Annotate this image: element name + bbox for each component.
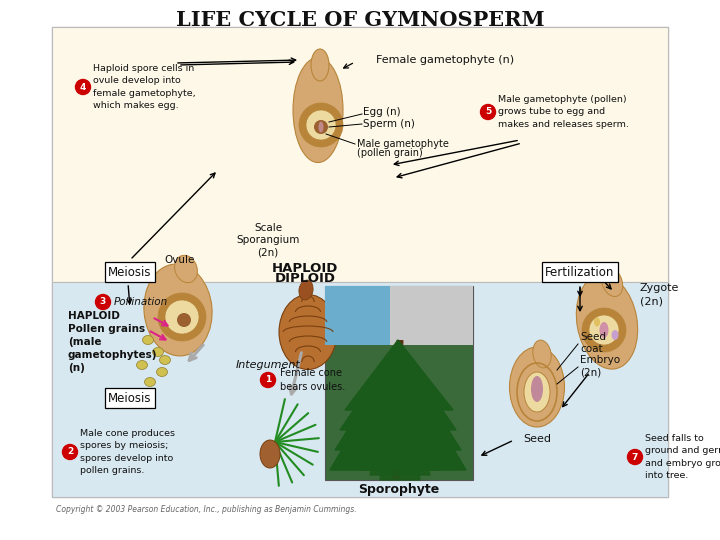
Circle shape xyxy=(261,373,276,388)
Ellipse shape xyxy=(533,340,552,368)
Text: Copyright © 2003 Pearson Education, Inc., publishing as Benjamin Cummings.: Copyright © 2003 Pearson Education, Inc.… xyxy=(56,505,356,515)
Text: Integument: Integument xyxy=(235,360,300,370)
Ellipse shape xyxy=(160,355,171,364)
Circle shape xyxy=(299,103,343,147)
Ellipse shape xyxy=(143,335,153,345)
Polygon shape xyxy=(340,345,456,430)
FancyBboxPatch shape xyxy=(325,286,473,480)
Ellipse shape xyxy=(531,376,543,402)
Text: Sperm (n): Sperm (n) xyxy=(363,119,415,129)
Text: 3: 3 xyxy=(100,298,106,307)
Ellipse shape xyxy=(594,318,600,327)
Text: Embryo
(2n): Embryo (2n) xyxy=(580,355,620,377)
Circle shape xyxy=(306,110,336,140)
Ellipse shape xyxy=(137,361,148,369)
Circle shape xyxy=(158,293,206,341)
Ellipse shape xyxy=(510,347,564,427)
Ellipse shape xyxy=(279,294,337,369)
Text: Meiosis: Meiosis xyxy=(108,266,152,279)
Text: 4: 4 xyxy=(80,83,86,91)
Ellipse shape xyxy=(318,122,323,132)
Text: Ovule: Ovule xyxy=(165,255,195,265)
Text: DIPLOID: DIPLOID xyxy=(274,273,336,286)
Circle shape xyxy=(582,308,626,352)
Text: Female gametophyte (n): Female gametophyte (n) xyxy=(376,55,514,65)
Text: Fertilization: Fertilization xyxy=(545,266,615,279)
Text: 1: 1 xyxy=(265,375,271,384)
Ellipse shape xyxy=(600,322,608,338)
Polygon shape xyxy=(350,360,450,465)
Text: LIFE CYCLE OF GYMNOSPERM: LIFE CYCLE OF GYMNOSPERM xyxy=(176,10,544,30)
Ellipse shape xyxy=(601,267,623,296)
Text: Seed: Seed xyxy=(523,434,551,444)
Ellipse shape xyxy=(293,57,343,163)
Polygon shape xyxy=(380,345,420,480)
Text: Haploid spore cells in
ovule develop into
female gametophyte,
which makes egg.: Haploid spore cells in ovule develop int… xyxy=(93,64,196,110)
Polygon shape xyxy=(330,355,466,470)
Text: 7: 7 xyxy=(632,453,638,462)
Text: Male gametophyte (pollen)
grows tube to egg and
makes and releases sperm.: Male gametophyte (pollen) grows tube to … xyxy=(498,96,629,129)
Text: Meiosis: Meiosis xyxy=(108,392,152,404)
Ellipse shape xyxy=(576,275,638,369)
Ellipse shape xyxy=(299,280,313,300)
Text: Scale
Sporangium
(2n): Scale Sporangium (2n) xyxy=(236,222,300,258)
Text: HAPLOID: HAPLOID xyxy=(272,261,338,274)
Circle shape xyxy=(314,120,328,134)
Ellipse shape xyxy=(524,372,550,412)
Circle shape xyxy=(165,300,199,334)
Polygon shape xyxy=(360,355,440,470)
Text: HAPLOID
Pollen grains
(male
gametophytes)
(n): HAPLOID Pollen grains (male gametophytes… xyxy=(68,310,158,373)
Circle shape xyxy=(63,444,78,460)
Text: (pollen grain): (pollen grain) xyxy=(357,148,423,158)
FancyBboxPatch shape xyxy=(390,286,473,345)
FancyBboxPatch shape xyxy=(52,27,668,282)
Ellipse shape xyxy=(156,368,168,376)
Text: Seed falls to
ground and germinates,
and embryo grows
into tree.: Seed falls to ground and germinates, and… xyxy=(645,434,720,480)
Text: Male cone produces
spores by meiosis;
spores develop into
pollen grains.: Male cone produces spores by meiosis; sp… xyxy=(80,429,175,475)
Circle shape xyxy=(76,79,91,94)
Text: Female cone
bears ovules.: Female cone bears ovules. xyxy=(280,368,346,392)
Text: Male gametophyte: Male gametophyte xyxy=(357,139,449,149)
FancyBboxPatch shape xyxy=(325,286,473,345)
Ellipse shape xyxy=(175,255,197,282)
Text: Zygote
(2n): Zygote (2n) xyxy=(640,284,680,307)
Ellipse shape xyxy=(144,264,212,356)
Circle shape xyxy=(480,105,495,119)
Text: Pollination: Pollination xyxy=(114,297,168,307)
Circle shape xyxy=(177,313,191,327)
Ellipse shape xyxy=(153,348,163,356)
Text: 2: 2 xyxy=(67,448,73,456)
Text: Sporophyte: Sporophyte xyxy=(359,483,440,496)
Polygon shape xyxy=(335,350,461,450)
Text: Egg (n): Egg (n) xyxy=(363,107,400,117)
Ellipse shape xyxy=(611,330,618,340)
Circle shape xyxy=(96,294,110,309)
Text: Seed
coat: Seed coat xyxy=(580,332,606,354)
Circle shape xyxy=(628,449,642,464)
Ellipse shape xyxy=(145,377,156,387)
Circle shape xyxy=(589,315,619,345)
Ellipse shape xyxy=(311,49,329,81)
Ellipse shape xyxy=(260,440,280,468)
Text: 5: 5 xyxy=(485,107,491,117)
Polygon shape xyxy=(370,350,430,475)
Polygon shape xyxy=(345,340,453,410)
FancyBboxPatch shape xyxy=(52,282,668,497)
